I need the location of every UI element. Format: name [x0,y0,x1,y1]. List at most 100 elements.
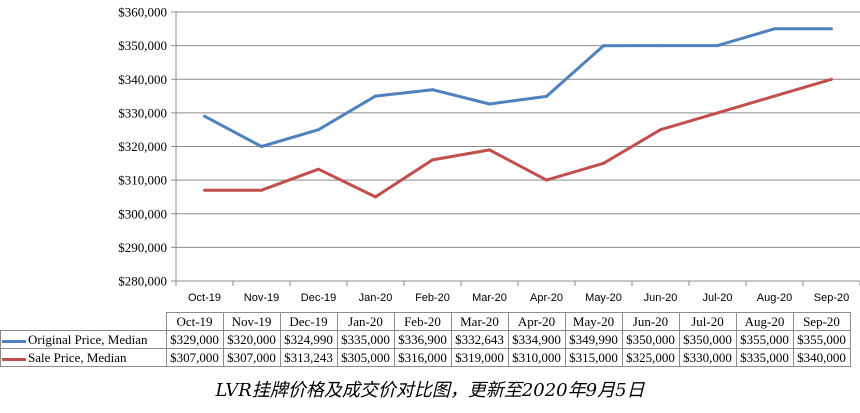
data-point [260,145,263,148]
x-tick-label: Mar-20 [472,292,507,304]
x-tick-label: May-20 [585,292,622,304]
gridlines [176,11,860,282]
data-point [830,27,833,31]
line-chart: $280,000 $290,000 $300,000 $310,000 $320,000… [118,5,860,304]
header-cell: Jan-20 [336,312,395,331]
y-tick-label: $280,000 [118,274,167,289]
value-cell: $319,000 [450,348,509,367]
data-point [317,167,320,171]
data-point [830,77,833,81]
x-tick-label: Dec-19 [301,292,336,304]
data-point [602,161,605,165]
header-cell: Dec-19 [279,312,338,331]
legend-entry-original: Original Price, Median [0,330,167,349]
value-cell: $350,000 [678,330,737,349]
value-cell: $313,243 [279,348,338,367]
header-cell: Sep-20 [792,312,851,331]
value-cell: $305,000 [336,348,395,367]
x-tick-label: Feb-20 [415,292,450,304]
y-tick-label: $310,000 [118,173,167,188]
value-cell: $316,000 [393,348,452,367]
data-point [488,148,491,152]
value-cell: $310,000 [507,348,566,367]
chart-caption: LVR挂牌价格及成交价对比图，更新至2020年9月5日 [215,380,645,401]
y-axis: $280,000 $290,000 $300,000 $310,000 $320,000… [118,5,177,289]
data-point [773,27,776,31]
series-lines [203,27,833,199]
x-tick-label: Apr-20 [530,292,563,304]
header-cell: Apr-20 [507,312,566,331]
value-cell: $329,000 [165,330,224,349]
y-tick-label: $290,000 [118,240,167,255]
data-point [659,44,662,48]
header-cell: May-20 [564,312,623,331]
legend-label: Original Price, Median [28,332,148,347]
value-cell: $330,000 [678,348,737,367]
data-point [260,188,263,192]
legend-entry-sale: Sale Price, Median [0,348,167,367]
legend-label: Sale Price, Median [28,350,127,365]
value-cell: $349,990 [564,330,623,349]
x-tick-label: Sep-20 [814,292,849,304]
data-table-corner [0,312,167,331]
series-line-0 [203,27,832,148]
y-tick-label: $340,000 [118,72,167,87]
data-point [203,188,206,192]
data-point [374,195,377,199]
data-table: Oct-19 Nov-19 Dec-19 Jan-20 Feb-20 Mar-2… [0,312,851,367]
y-tick-label: $320,000 [118,139,167,154]
header-cell: Oct-19 [165,312,224,331]
value-cell: $335,000 [735,348,794,367]
value-cell: $332,643 [450,330,509,349]
data-point [203,114,206,118]
x-tick-label: Jun-20 [644,292,678,304]
value-cell: $324,990 [279,330,338,349]
x-tick-label: Aug-20 [757,292,792,304]
data-point [545,178,548,182]
value-cell: $307,000 [222,348,281,367]
value-cell: $340,000 [792,348,851,367]
value-cell: $307,000 [165,348,224,367]
value-cell: $350,000 [621,330,680,349]
header-cell: Jun-20 [621,312,680,331]
value-cell: $336,900 [393,330,452,349]
value-cell: $355,000 [792,330,851,349]
value-cell: $315,000 [564,348,623,367]
header-cell: Mar-20 [450,312,509,331]
data-table-row-sale: Sale Price, Median $307,000 $307,000 $31… [0,348,851,367]
data-point [488,102,491,106]
value-cell: $335,000 [336,330,395,349]
data-table-header-row: Oct-19 Nov-19 Dec-19 Jan-20 Feb-20 Mar-2… [0,312,851,331]
data-table-row-original: Original Price, Median $329,000 $320,000… [0,330,851,349]
data-point [773,94,776,98]
x-tick-label: Nov-19 [244,292,279,304]
value-cell: $320,000 [222,330,281,349]
value-cell: $334,900 [507,330,566,349]
data-point [716,111,719,115]
y-tick-label: $360,000 [118,5,167,20]
y-tick-label: $300,000 [118,206,167,221]
header-cell: Aug-20 [735,312,794,331]
value-cell: $325,000 [621,348,680,367]
y-tick-label: $330,000 [118,105,167,120]
header-cell: Feb-20 [393,312,452,331]
data-point [716,44,719,48]
data-point [545,94,548,98]
series-line-1 [204,77,832,199]
data-point [602,44,605,48]
legend-swatch-original [2,339,26,343]
y-tick-label: $350,000 [118,38,167,53]
x-tick-label: Oct-19 [188,292,221,304]
value-cell: $355,000 [735,330,794,349]
data-point [659,128,662,132]
data-point [317,128,320,132]
data-point [374,94,377,98]
header-cell: Nov-19 [222,312,281,331]
x-tick-label: Jan-20 [359,292,393,304]
data-point [431,158,434,162]
legend-swatch-sale [2,357,26,361]
x-axis: Oct-19 Nov-19 Dec-19 Jan-20 Feb-20 Mar-20 Apr-… [175,280,860,304]
x-tick-label: Jul-20 [703,292,733,304]
data-point [431,88,434,92]
header-cell: Jul-20 [678,312,737,331]
